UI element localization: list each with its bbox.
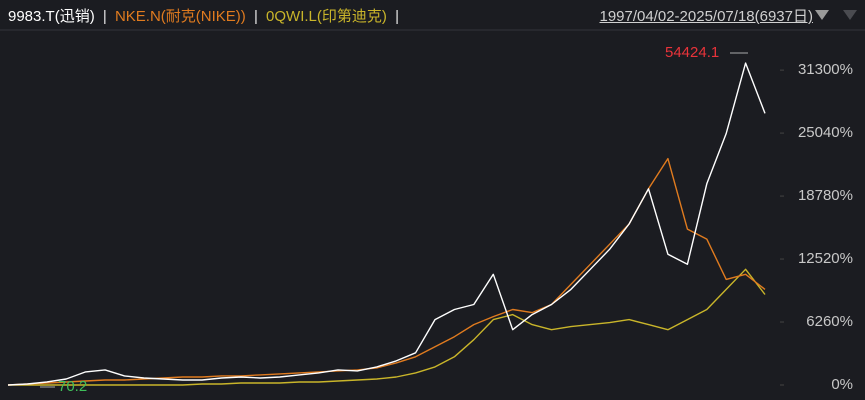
separator: | — [102, 8, 107, 25]
y-tick-label: 12520% — [798, 250, 853, 267]
series-line — [7, 62, 766, 386]
date-range[interactable]: 1997/04/02-2025/07/18(6937日) — [599, 8, 813, 25]
dropdown-icon[interactable] — [843, 10, 857, 20]
y-tick-label: 25040% — [798, 124, 853, 141]
dropdown-icon[interactable] — [815, 10, 829, 20]
y-tick-label: 0% — [831, 376, 853, 393]
max-annotation: 54424.1 — [665, 44, 719, 61]
min-annotation: 70.2 — [58, 378, 87, 395]
y-tick-label: 6260% — [806, 313, 853, 330]
legend: 9983.T(迅销) | NKE.N(耐克(NIKE)) | 0QWI.L(印第… — [8, 5, 403, 27]
separator: | — [253, 8, 258, 25]
y-tick-label: 18780% — [798, 187, 853, 204]
legend-entry[interactable]: NKE.N(耐克(NIKE)) — [114, 8, 246, 25]
separator: | — [395, 8, 399, 25]
legend-entry[interactable]: 0QWI.L(印第迪克) — [266, 8, 387, 25]
legend-entry[interactable]: 9983.T(迅销) — [8, 8, 95, 25]
series-line — [7, 157, 766, 386]
y-tick-label: 31300% — [798, 61, 853, 78]
series-line — [8, 268, 766, 386]
